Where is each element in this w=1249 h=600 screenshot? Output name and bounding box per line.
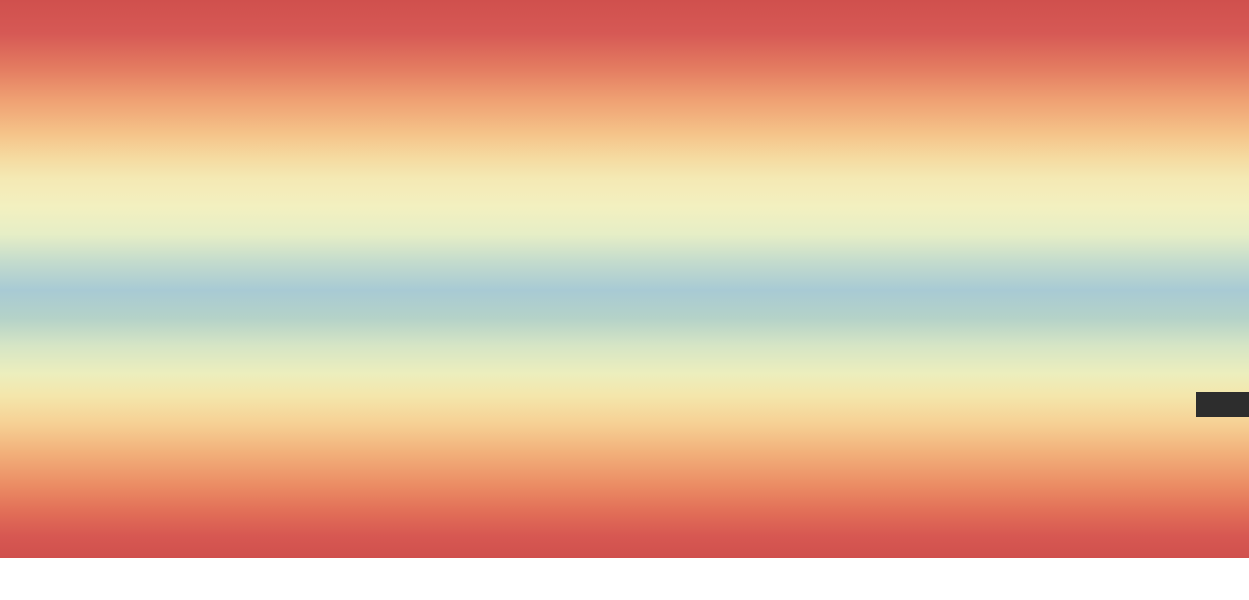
x-axis-strip [0, 558, 1249, 600]
plot-area [0, 0, 1249, 558]
axis-end-tick [1189, 558, 1191, 566]
series-layer [0, 0, 1249, 558]
current-value-badge [1196, 392, 1249, 417]
